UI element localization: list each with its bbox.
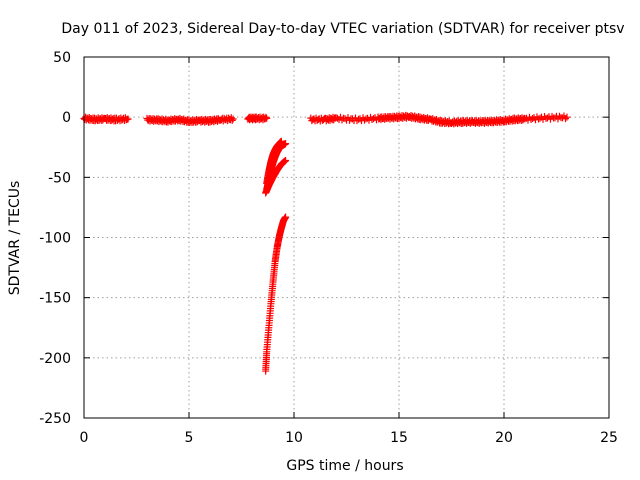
data-point: [563, 113, 571, 121]
data-point: [229, 115, 237, 123]
data-point: [341, 115, 349, 123]
series-descent: [262, 213, 290, 375]
y-tick-label: -100: [39, 231, 71, 247]
grid-lines: [84, 57, 609, 418]
data-point: [551, 114, 559, 122]
x-tick-label: 5: [185, 430, 194, 446]
data-point: [362, 115, 370, 123]
x-tick-label: 15: [390, 430, 408, 446]
y-tick-labels: 50 0 -50 -100 -150 -200 -250: [39, 50, 71, 427]
series-baseline-4: [307, 111, 571, 128]
data-points: [80, 111, 571, 375]
y-tick-label: -200: [39, 351, 71, 367]
data-point: [263, 114, 271, 122]
data-point: [529, 114, 536, 122]
x-tick-labels: 0 5 10 15 20 25: [80, 430, 618, 446]
data-point: [544, 114, 551, 122]
y-tick-label: -250: [39, 411, 71, 427]
series-baseline-2: [143, 114, 237, 126]
series-arc-2: [263, 140, 290, 193]
data-point: [262, 113, 270, 121]
y-tick-label: -50: [48, 170, 71, 186]
x-tick-label: 20: [495, 430, 513, 446]
series-arc-3: [262, 156, 290, 197]
plot-frame: [83, 56, 610, 419]
data-point: [124, 115, 132, 123]
series-baseline-3: [244, 113, 271, 124]
data-point: [334, 114, 341, 122]
data-point: [282, 156, 290, 164]
x-tick-label: 0: [80, 430, 89, 446]
data-point: [282, 140, 290, 148]
chart-title: Day 011 of 2023, Sidereal Day-to-day VTE…: [61, 21, 624, 37]
data-point: [282, 213, 290, 221]
y-tick-label: -150: [39, 291, 71, 307]
data-point: [228, 116, 236, 124]
series-baseline-1: [80, 113, 132, 125]
y-tick-label: 0: [62, 110, 71, 126]
x-tick-label: 10: [285, 430, 303, 446]
y-tick-label: 50: [53, 50, 71, 66]
y-axis-label: SDTVAR / TECUs: [7, 181, 23, 296]
data-point: [536, 114, 544, 122]
x-axis-label: GPS time / hours: [286, 458, 403, 474]
data-point: [562, 115, 569, 123]
x-tick-label: 25: [600, 430, 618, 446]
